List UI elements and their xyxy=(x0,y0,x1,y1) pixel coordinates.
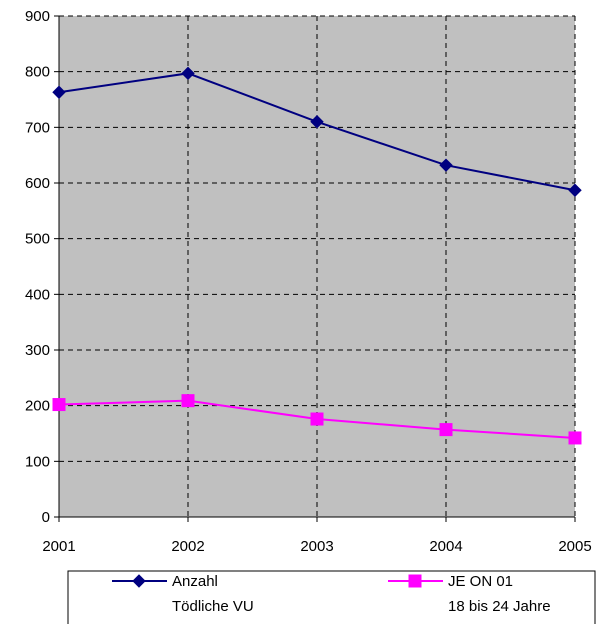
y-tick-label: 600 xyxy=(25,175,50,192)
legend-sublabel-1: Tödliche VU xyxy=(172,598,254,615)
y-tick-label: 100 xyxy=(25,453,50,470)
y-tick-label: 700 xyxy=(25,119,50,136)
legend-marker-2 xyxy=(408,574,422,588)
legend-label-1: Anzahl xyxy=(172,573,218,590)
y-tick-label: 500 xyxy=(25,231,50,248)
y-tick-label: 0 xyxy=(42,509,50,526)
legend: Anzahl Tödliche VU JE ON 01 18 bis 24 Jahre xyxy=(67,570,596,624)
y-axis-ticks: 0 100 200 300 400 500 600 700 800 900 xyxy=(25,8,59,526)
data-point-series-2 xyxy=(181,394,195,408)
y-tick-label: 300 xyxy=(25,342,50,359)
data-point-series-2 xyxy=(310,412,324,426)
data-point-series-1 xyxy=(568,183,582,197)
x-tick-label: 2003 xyxy=(300,538,333,555)
legend-sublabel-2: 18 bis 24 Jahre xyxy=(448,598,551,615)
legend-box xyxy=(67,570,596,624)
y-tick-label: 400 xyxy=(25,286,50,303)
legend-label-2: JE ON 01 xyxy=(448,573,513,590)
x-axis-ticks: 2001 2002 2003 2004 2005 xyxy=(42,517,592,555)
x-tick-label: 2001 xyxy=(42,538,75,555)
legend-marker-1 xyxy=(132,574,146,588)
data-point-series-2 xyxy=(439,423,453,437)
x-tick-label: 2004 xyxy=(429,538,462,555)
y-tick-label: 800 xyxy=(25,64,50,81)
y-tick-label: 200 xyxy=(25,398,50,415)
y-tick-label: 900 xyxy=(25,8,50,25)
data-point-series-1 xyxy=(439,158,453,172)
data-point-series-2 xyxy=(568,431,582,445)
data-point-series-1 xyxy=(52,85,66,99)
data-point-series-1 xyxy=(181,66,195,81)
x-tick-label: 2005 xyxy=(558,538,591,555)
x-tick-label: 2002 xyxy=(171,538,204,555)
series-group xyxy=(52,66,582,445)
data-point-series-1 xyxy=(310,115,324,129)
data-point-series-2 xyxy=(52,398,66,412)
